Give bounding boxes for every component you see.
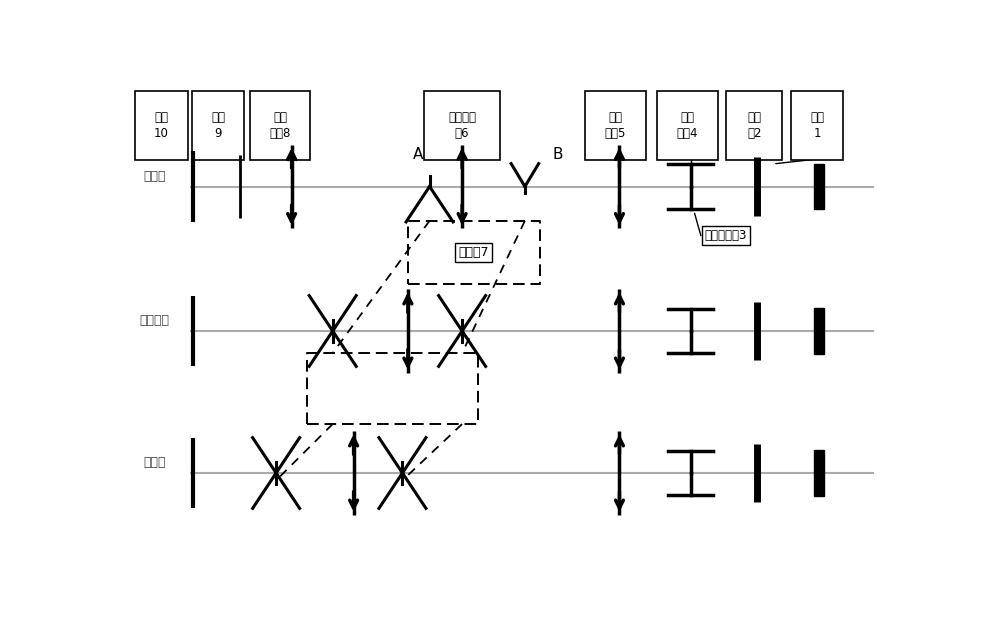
- Text: 中央固定
组6: 中央固定 组6: [448, 111, 476, 140]
- Text: 变焦组7: 变焦组7: [458, 246, 489, 259]
- Text: 后固
定组5: 后固 定组5: [605, 111, 626, 140]
- Text: 球缩
9: 球缩 9: [211, 111, 225, 140]
- Text: 探测器窗口3: 探测器窗口3: [705, 229, 747, 242]
- Text: 物面
10: 物面 10: [154, 111, 169, 140]
- Bar: [814, 308, 824, 354]
- Text: 滤光
片2: 滤光 片2: [747, 111, 762, 140]
- Bar: [192, 91, 244, 160]
- Text: A: A: [413, 147, 423, 162]
- Bar: [657, 91, 718, 160]
- Text: 像面
1: 像面 1: [810, 111, 824, 140]
- Bar: [814, 450, 824, 496]
- Bar: [585, 91, 646, 160]
- Text: 中间视场: 中间视场: [139, 314, 169, 327]
- Text: 前固
定组8: 前固 定组8: [269, 111, 291, 140]
- Bar: [250, 91, 310, 160]
- Bar: [814, 163, 824, 209]
- Text: 宽视场: 宽视场: [143, 456, 166, 469]
- Bar: [726, 91, 782, 160]
- Text: 虚拟
光间4: 虚拟 光间4: [677, 111, 698, 140]
- Bar: [135, 91, 188, 160]
- Bar: [424, 91, 500, 160]
- Text: 窄视场: 窄视场: [143, 170, 166, 183]
- Text: B: B: [552, 147, 563, 162]
- Bar: [791, 91, 843, 160]
